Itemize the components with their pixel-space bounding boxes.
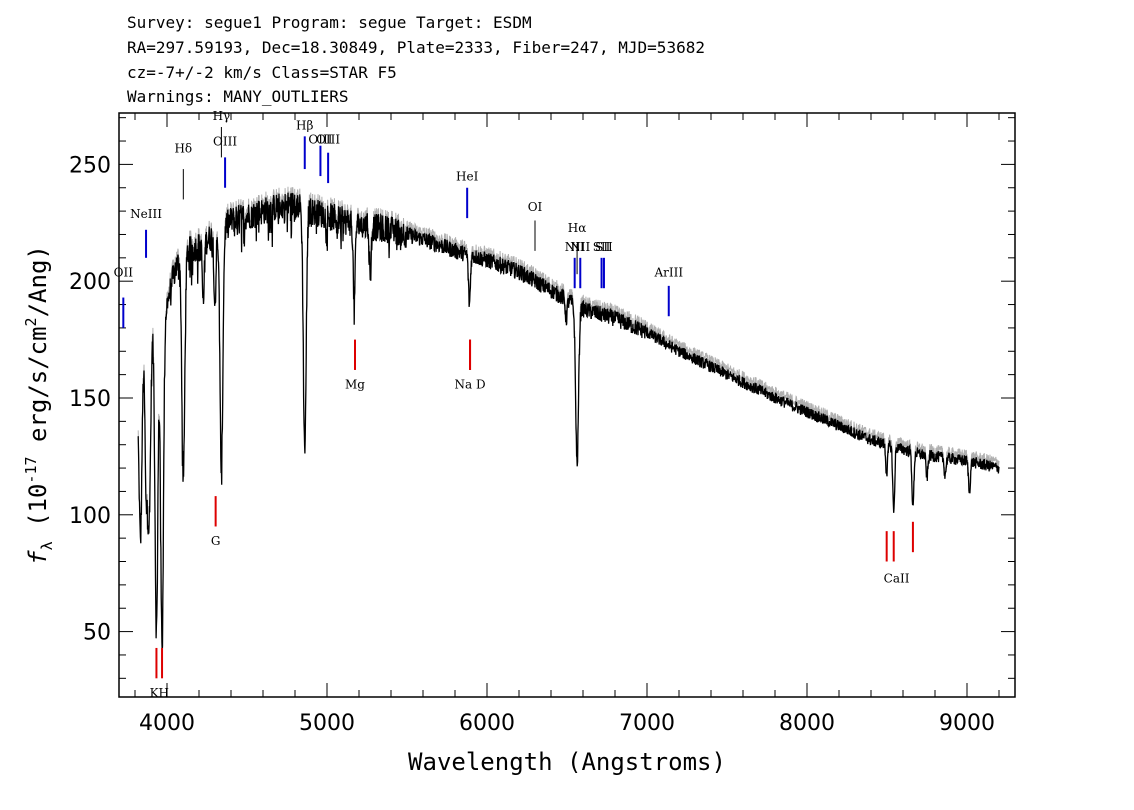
emission-line-label: SII	[593, 240, 611, 254]
emission-line-label: Hα	[568, 221, 587, 235]
emission-line-label: OIII	[308, 132, 332, 146]
y-tick-label: 150	[69, 387, 111, 412]
error-trace	[137, 186, 1000, 646]
emission-line-label: Hγ	[213, 109, 231, 123]
absorption-line-label: Mg	[345, 378, 365, 392]
x-tick-label: 6000	[459, 711, 515, 736]
y-tick-label: 100	[69, 504, 111, 529]
error-band	[137, 186, 1000, 646]
emission-line-label: HeI	[456, 170, 479, 184]
emission-line-label: OIII	[213, 135, 237, 149]
emission-line-label: Hδ	[174, 142, 192, 156]
flux-series	[137, 192, 1000, 652]
emission-line-label: OI	[528, 200, 543, 214]
y-tick-label: 200	[69, 270, 111, 295]
x-tick-label: 5000	[299, 711, 355, 736]
x-tick-label: 9000	[939, 711, 995, 736]
y-tick-label: 250	[69, 153, 111, 178]
absorption-line-label: KH	[150, 686, 169, 700]
absorption-line-label: Na D	[454, 378, 485, 392]
x-tick-label: 4000	[139, 711, 195, 736]
x-tick-label: 7000	[619, 711, 675, 736]
plot-frame	[118, 112, 1016, 698]
flux-trace	[137, 192, 1000, 652]
axis-ticks	[119, 113, 1015, 697]
header-warnings-line: Warnings: MANY_OUTLIERS	[127, 87, 349, 106]
emission-line-label: ArIII	[653, 266, 683, 280]
emission-line-label: SII	[595, 240, 613, 254]
y-tick-label: 50	[83, 621, 111, 646]
x-tick-label: 8000	[779, 711, 835, 736]
emission-line-label: NII	[565, 240, 585, 254]
y-axis-title: fλ (10-17 erg/s/cm2/Ang)	[22, 245, 56, 565]
emission-line-label: NII	[570, 240, 590, 254]
header-redshift-line: cz=-7+/-2 km/s Class=STAR F5	[127, 63, 397, 82]
tick-labels: 4000 5000 6000 7000 8000 9000 50 100 150 200 250	[69, 153, 995, 736]
header-coords-line: RA=297.59193, Dec=18.30849, Plate=2333, …	[127, 38, 705, 57]
emission-line-label: OIII	[316, 132, 340, 146]
x-axis-title: Wavelength (Angstroms)	[408, 748, 726, 776]
absorption-line-label: CaII	[884, 572, 910, 586]
emission-line-label: OII	[114, 266, 134, 280]
absorption-line-label: G	[211, 534, 221, 548]
emission-line-label: NeIII	[130, 207, 162, 221]
emission-line-label: Hβ	[296, 118, 313, 132]
header-survey-line: Survey: segue1 Program: segue Target: ES…	[127, 13, 532, 32]
